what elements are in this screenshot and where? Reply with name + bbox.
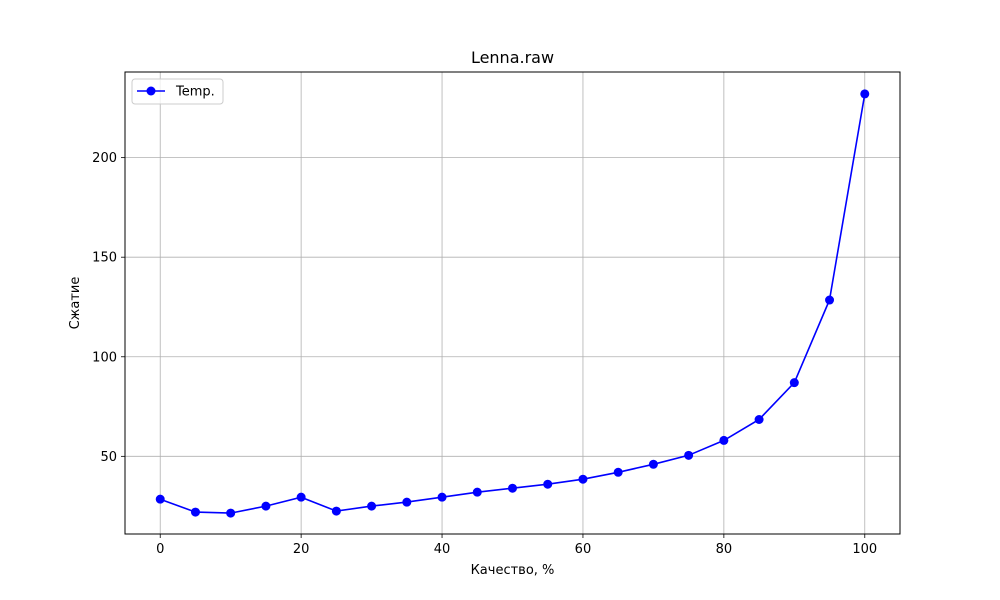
- x-axis-title: Качество, %: [471, 563, 555, 578]
- grid-layer: [125, 72, 900, 534]
- data-point: [684, 450, 694, 460]
- x-tick-label: 20: [293, 542, 310, 557]
- data-point: [472, 487, 482, 497]
- x-tick-label: 100: [852, 542, 877, 557]
- x-tick-label: 80: [716, 542, 733, 557]
- tick-layer: 0 20 40 60 80 100 50 100 150 200: [92, 151, 877, 557]
- data-point: [543, 479, 553, 489]
- data-point: [754, 414, 764, 424]
- plot-frame: [124, 71, 901, 535]
- data-point: [578, 474, 588, 484]
- data-point: [789, 378, 799, 388]
- data-point: [825, 295, 835, 305]
- series-layer: [155, 89, 870, 518]
- legend-marker-swatch: [146, 86, 156, 96]
- y-tick-label: 100: [92, 350, 117, 365]
- legend: Temp.: [131, 78, 224, 105]
- data-point: [648, 459, 658, 469]
- data-point: [613, 467, 623, 477]
- data-point: [226, 508, 236, 518]
- data-point: [719, 435, 729, 445]
- data-point: [860, 89, 870, 99]
- x-tick-label: 0: [156, 542, 164, 557]
- chart-title: Lenna.raw: [471, 48, 554, 67]
- y-tick-label: 200: [92, 151, 117, 166]
- x-tick-label: 60: [575, 542, 592, 557]
- legend-label: Temp.: [175, 85, 215, 100]
- data-point: [367, 501, 377, 511]
- data-point: [296, 492, 306, 502]
- data-point: [155, 494, 165, 504]
- data-point: [437, 492, 447, 502]
- data-point: [190, 507, 200, 517]
- y-tick-label: 150: [92, 251, 117, 266]
- legend-box: [131, 78, 224, 105]
- data-point: [261, 501, 271, 511]
- y-tick-label: 50: [100, 450, 117, 465]
- series-line: [159, 93, 866, 514]
- data-point: [331, 506, 341, 516]
- y-axis-title: Сжатие: [68, 277, 83, 330]
- data-point: [402, 497, 412, 507]
- data-point: [508, 483, 517, 493]
- x-tick-label: 40: [434, 542, 451, 557]
